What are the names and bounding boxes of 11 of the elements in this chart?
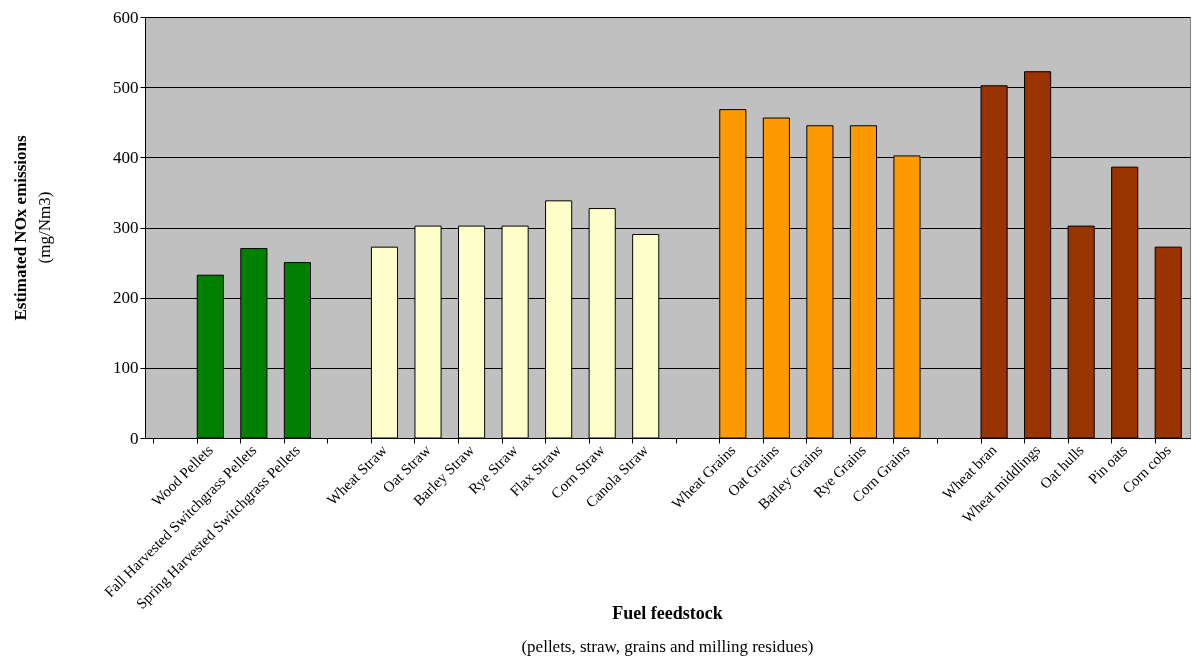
x-axis-title: Fuel feedstock	[612, 603, 723, 623]
y-tick-label: 600	[113, 7, 139, 27]
y-tick-label: 500	[113, 77, 139, 97]
text: (mg/Nm3)	[35, 191, 54, 264]
text: (pellets, straw, grains and milling residues)	[521, 637, 814, 656]
y-axis-title: Estimated NOx emissions	[10, 135, 30, 321]
y-tick-label: 0	[130, 428, 139, 448]
y-tick-label: 100	[113, 358, 139, 378]
y-tick-label: 300	[113, 218, 139, 237]
y-tick-label: 200	[113, 288, 139, 308]
y-tick-label: 400	[113, 147, 139, 167]
